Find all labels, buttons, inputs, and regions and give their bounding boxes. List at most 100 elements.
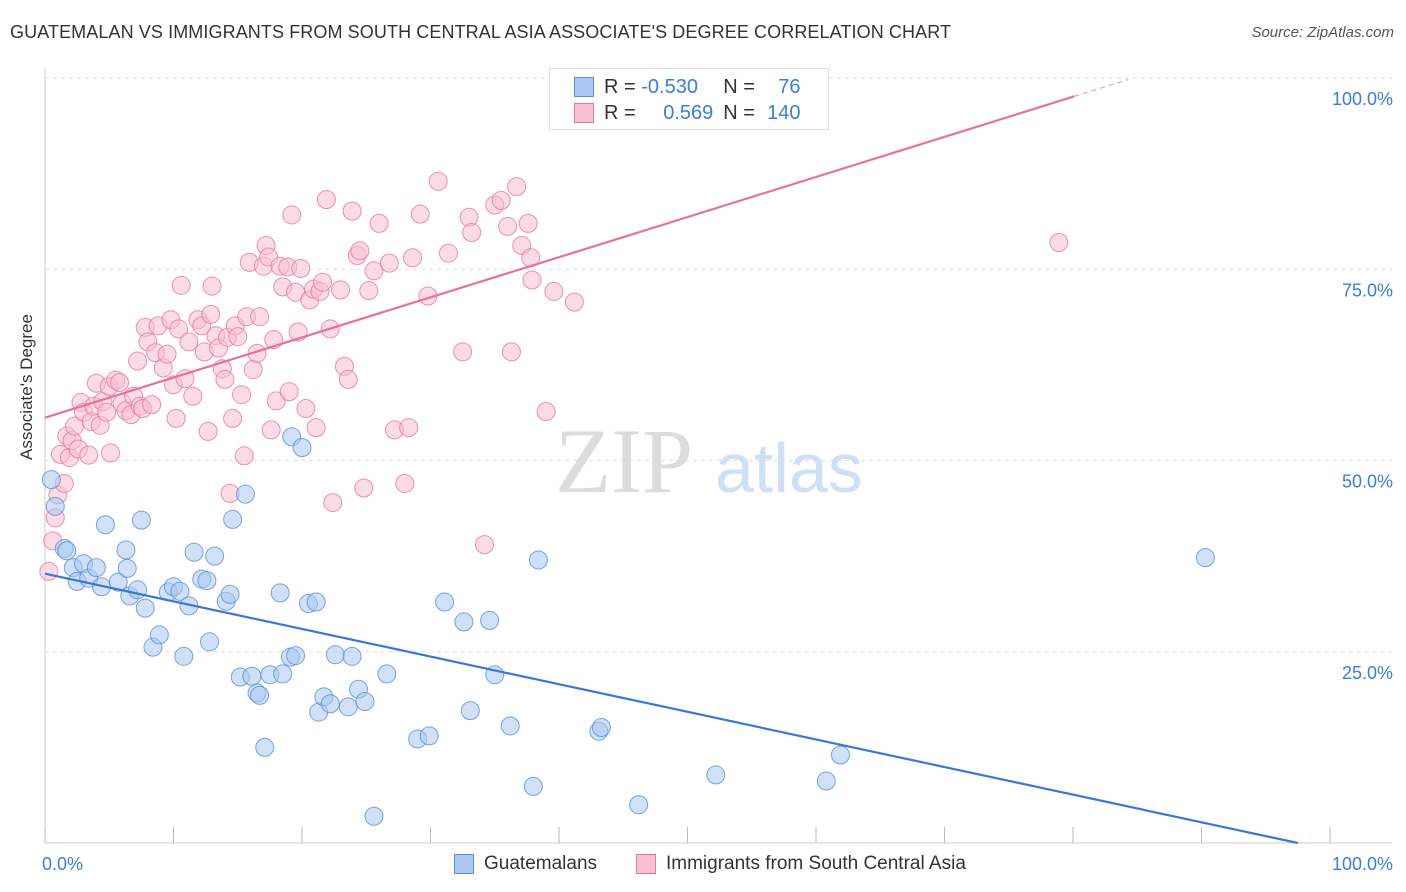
point-south-central-asia bbox=[175, 369, 195, 389]
legend-swatch-pink bbox=[574, 103, 594, 123]
point-south-central-asia bbox=[507, 177, 527, 197]
point-south-central-asia bbox=[183, 386, 203, 406]
point-south-central-asia bbox=[428, 171, 448, 191]
point-south-central-asia bbox=[39, 561, 59, 581]
point-south-central-asia bbox=[544, 281, 564, 301]
point-guatemalans bbox=[242, 666, 262, 686]
point-guatemalans bbox=[591, 717, 611, 737]
y-tick-label: 25.0% bbox=[1342, 663, 1393, 683]
point-south-central-asia bbox=[128, 351, 148, 371]
point-south-central-asia bbox=[501, 342, 521, 362]
point-south-central-asia bbox=[202, 276, 222, 296]
point-south-central-asia bbox=[453, 342, 473, 362]
point-south-central-asia bbox=[369, 213, 389, 233]
point-guatemalans bbox=[95, 515, 115, 535]
point-south-central-asia bbox=[350, 241, 370, 261]
point-south-central-asia bbox=[266, 391, 286, 411]
point-guatemalans bbox=[170, 581, 190, 601]
point-south-central-asia bbox=[296, 398, 316, 418]
point-south-central-asia bbox=[201, 304, 221, 324]
point-south-central-asia bbox=[110, 372, 130, 392]
point-south-central-asia bbox=[223, 408, 243, 428]
n-label: N = bbox=[723, 101, 755, 124]
y-tick-label: 100.0% bbox=[1332, 89, 1393, 109]
point-guatemalans bbox=[205, 546, 225, 566]
point-south-central-asia bbox=[410, 204, 430, 224]
legend-row-guatemalans: R = -0.530 N = 76 bbox=[574, 75, 801, 99]
watermark-zip: ZIP bbox=[555, 410, 693, 512]
point-guatemalans bbox=[235, 484, 255, 504]
point-guatemalans bbox=[41, 470, 61, 490]
legend-row-south-central-asia: R = 0.569 N = 140 bbox=[574, 101, 801, 125]
legend-label-guatemalans: Guatemalans bbox=[484, 853, 598, 874]
point-south-central-asia bbox=[250, 307, 270, 327]
point-guatemalans bbox=[116, 540, 136, 560]
point-south-central-asia bbox=[228, 327, 248, 347]
x-tick-max: 100.0% bbox=[1332, 854, 1393, 874]
n-label: N = bbox=[723, 75, 755, 98]
point-guatemalans bbox=[197, 571, 217, 591]
legend-label-south-central-asia: Immigrants from South Central Asia bbox=[666, 853, 966, 874]
point-south-central-asia bbox=[338, 369, 358, 389]
point-south-central-asia bbox=[261, 420, 281, 440]
point-guatemalans bbox=[830, 745, 850, 765]
point-guatemalans bbox=[223, 509, 243, 529]
point-guatemalans bbox=[273, 664, 293, 684]
point-south-central-asia bbox=[157, 344, 177, 364]
point-south-central-asia bbox=[522, 270, 542, 290]
point-south-central-asia bbox=[395, 473, 415, 493]
point-guatemalans bbox=[108, 572, 128, 592]
point-south-central-asia bbox=[97, 402, 117, 422]
point-south-central-asia bbox=[498, 216, 518, 236]
point-guatemalans bbox=[454, 612, 474, 632]
point-south-central-asia bbox=[323, 493, 343, 513]
point-south-central-asia bbox=[536, 402, 556, 422]
point-guatemalans bbox=[250, 685, 270, 705]
point-south-central-asia bbox=[313, 272, 333, 292]
point-guatemalans bbox=[306, 592, 326, 612]
n-value: 76 bbox=[778, 75, 801, 98]
point-south-central-asia bbox=[198, 421, 218, 441]
point-south-central-asia bbox=[215, 369, 235, 389]
series-guatemalans bbox=[41, 427, 1215, 826]
trend-line-guatemalans bbox=[44, 572, 1299, 845]
point-guatemalans bbox=[460, 701, 480, 721]
point-south-central-asia bbox=[564, 292, 584, 312]
trend-line-south-central-asia bbox=[44, 95, 1075, 419]
point-south-central-asia bbox=[438, 243, 458, 263]
y-tick-label: 50.0% bbox=[1342, 472, 1393, 492]
point-guatemalans bbox=[355, 691, 375, 711]
point-guatemalans bbox=[1195, 548, 1215, 568]
point-guatemalans bbox=[500, 716, 520, 736]
point-south-central-asia bbox=[1049, 232, 1069, 252]
correlation-legend: R = -0.530 N = 76 R = 0.569 N = 140 bbox=[549, 68, 829, 130]
point-guatemalans bbox=[419, 726, 439, 746]
point-south-central-asia bbox=[306, 418, 326, 438]
point-guatemalans bbox=[149, 625, 169, 645]
r-value: 0.569 bbox=[663, 101, 714, 124]
point-guatemalans bbox=[286, 646, 306, 666]
n-value: 140 bbox=[767, 101, 801, 124]
point-south-central-asia bbox=[399, 418, 419, 438]
point-south-central-asia bbox=[234, 446, 254, 466]
point-south-central-asia bbox=[331, 280, 351, 300]
point-guatemalans bbox=[199, 632, 219, 652]
source-label: Source: ZipAtlas.com bbox=[1251, 24, 1394, 41]
point-guatemalans bbox=[480, 610, 500, 630]
r-label: R = bbox=[604, 75, 636, 98]
point-guatemalans bbox=[220, 584, 240, 604]
point-south-central-asia bbox=[232, 385, 252, 405]
point-south-central-asia bbox=[101, 443, 121, 463]
point-south-central-asia bbox=[316, 190, 336, 210]
watermark-atlas: atlas bbox=[715, 429, 863, 507]
point-south-central-asia bbox=[171, 275, 191, 295]
point-guatemalans bbox=[57, 541, 77, 561]
point-guatemalans bbox=[523, 776, 543, 796]
bottom-legend-south-central-asia: Immigrants from South Central Asia bbox=[636, 851, 966, 877]
point-guatemalans bbox=[117, 558, 137, 578]
point-guatemalans bbox=[528, 550, 548, 570]
trend-lines bbox=[44, 78, 1299, 845]
point-south-central-asia bbox=[491, 190, 511, 210]
chart-title: GUATEMALAN VS IMMIGRANTS FROM SOUTH CENT… bbox=[10, 22, 952, 42]
